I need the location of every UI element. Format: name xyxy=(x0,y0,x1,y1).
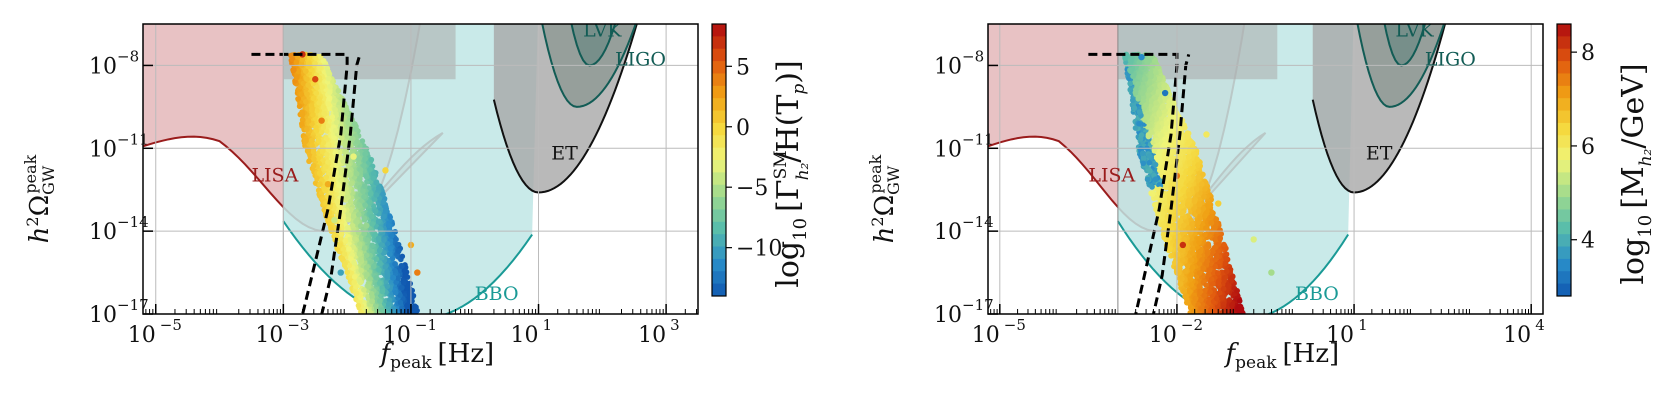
y-tick-label: 10 xyxy=(934,54,962,79)
region-label-ligo: LIGO xyxy=(1425,48,1476,70)
colorbar-tick-label: 6 xyxy=(1581,135,1595,160)
x-tick-exponent: −2 xyxy=(1181,316,1203,334)
y-tick-exponent: −14 xyxy=(962,213,994,231)
lvk-curve xyxy=(1383,24,1427,67)
x-tick-label: 10 xyxy=(972,323,1000,348)
x-tick-exponent: 3 xyxy=(670,316,680,334)
scatter-point xyxy=(1179,241,1187,249)
x-tick-label: 10 xyxy=(638,323,666,348)
scatter-point xyxy=(1268,269,1275,276)
scatter-point xyxy=(1250,236,1257,243)
region-label-et: ET xyxy=(551,142,578,164)
scatter-point xyxy=(337,269,344,276)
lvk-curve xyxy=(570,24,617,67)
x-tick-exponent: −3 xyxy=(287,316,309,334)
ligo-curve xyxy=(541,24,637,108)
y-tick-exponent: −17 xyxy=(962,296,994,314)
region-label-et: ET xyxy=(1366,142,1393,164)
x-tick-label: 10 xyxy=(383,323,411,348)
y-tick-exponent: −11 xyxy=(117,130,149,148)
y-tick-label: 10 xyxy=(934,220,962,245)
grid xyxy=(988,24,1543,314)
x-axis-label: fpeak [Hz] xyxy=(1224,339,1340,373)
scatter-point xyxy=(414,269,421,276)
y-axis-label: h2ΩGWpeak xyxy=(21,154,58,243)
axes-frame xyxy=(987,23,1544,315)
scatter-point xyxy=(1203,131,1210,138)
x-tick-exponent: −5 xyxy=(1004,316,1026,334)
y-tick-exponent: −8 xyxy=(962,47,984,65)
x-tick-label: 10 xyxy=(1149,323,1177,348)
y-tick-exponent: −17 xyxy=(117,296,149,314)
x-tick-label: 10 xyxy=(128,323,156,348)
scatter-point xyxy=(382,167,389,174)
bbo-curve xyxy=(282,220,533,314)
x-tick-label: 10 xyxy=(511,323,539,348)
point-cloud xyxy=(1122,51,1246,314)
region-label-lisa: LISA xyxy=(251,164,298,186)
ligo-curve xyxy=(1356,24,1446,108)
scatter-point xyxy=(1161,89,1169,97)
colorbar-label: log10[Mh₂/GeV] xyxy=(1616,63,1656,284)
axes-frame xyxy=(142,23,699,315)
scatter-point xyxy=(363,222,370,229)
scatter-point xyxy=(1215,200,1222,207)
lvk-region xyxy=(571,24,616,66)
colorbar-label: log10[ΓSM h₂/H(Tp)] xyxy=(771,60,813,287)
x-tick-exponent: 4 xyxy=(1535,316,1545,334)
scatter-point xyxy=(318,117,325,124)
colorbar-tick-label: 8 xyxy=(1581,41,1595,66)
et-curve xyxy=(1311,24,1447,194)
scatter-point xyxy=(331,216,338,224)
scatter-point xyxy=(299,51,306,58)
x-tick-exponent: 1 xyxy=(543,316,553,334)
plot-area: LISA BBO ET LIGO LVK xyxy=(988,19,1543,314)
region-label-lvk: LVK xyxy=(583,19,622,41)
colorbar-tick-label: 0 xyxy=(736,116,750,141)
bbo-curve xyxy=(1117,220,1350,314)
scatter-point xyxy=(350,153,357,160)
x-axis-label: fpeak [Hz] xyxy=(379,339,495,373)
y-axis-label: h2ΩGWpeak xyxy=(866,154,903,243)
region-label-lisa: LISA xyxy=(1088,164,1135,186)
x-tick-label: 10 xyxy=(255,323,283,348)
y-tick-exponent: −11 xyxy=(962,130,994,148)
y-tick-label: 10 xyxy=(89,54,117,79)
region-label-bbo: BBO xyxy=(1295,283,1339,305)
colorbar-tick-label: 4 xyxy=(1581,229,1595,254)
grid xyxy=(143,24,698,314)
region-label-lvk: LVK xyxy=(1395,19,1434,41)
plot-area: LISA BBO ET LIGO LVK xyxy=(143,19,698,314)
region-label-bbo: BBO xyxy=(475,283,519,305)
colorbar-tick-label: −5 xyxy=(736,176,768,201)
y-tick-label: 10 xyxy=(89,137,117,162)
y-tick-exponent: −8 xyxy=(117,47,139,65)
x-tick-label: 10 xyxy=(1503,323,1531,348)
y-tick-label: 10 xyxy=(934,137,962,162)
x-tick-exponent: −1 xyxy=(415,316,437,334)
y-tick-exponent: −14 xyxy=(117,213,149,231)
colorbar-tick-label: −10 xyxy=(736,237,782,262)
x-tick-exponent: 1 xyxy=(1358,316,1368,334)
scatter-point xyxy=(1138,53,1145,61)
colorbar-tick-label: 5 xyxy=(736,55,750,80)
y-tick-label: 10 xyxy=(89,220,117,245)
region-label-ligo: LIGO xyxy=(615,48,666,70)
scatter-point xyxy=(324,180,332,188)
y-tick-label: 10 xyxy=(934,303,962,328)
scatter-point xyxy=(312,76,319,83)
et-curve xyxy=(492,24,638,194)
x-tick-label: 10 xyxy=(1326,323,1354,348)
lvk-region xyxy=(1384,24,1425,66)
x-tick-exponent: −5 xyxy=(160,316,182,334)
colorbar: 8 6 4 log10[Mh₂/GeV] xyxy=(1556,23,1656,297)
y-tick-label: 10 xyxy=(89,303,117,328)
